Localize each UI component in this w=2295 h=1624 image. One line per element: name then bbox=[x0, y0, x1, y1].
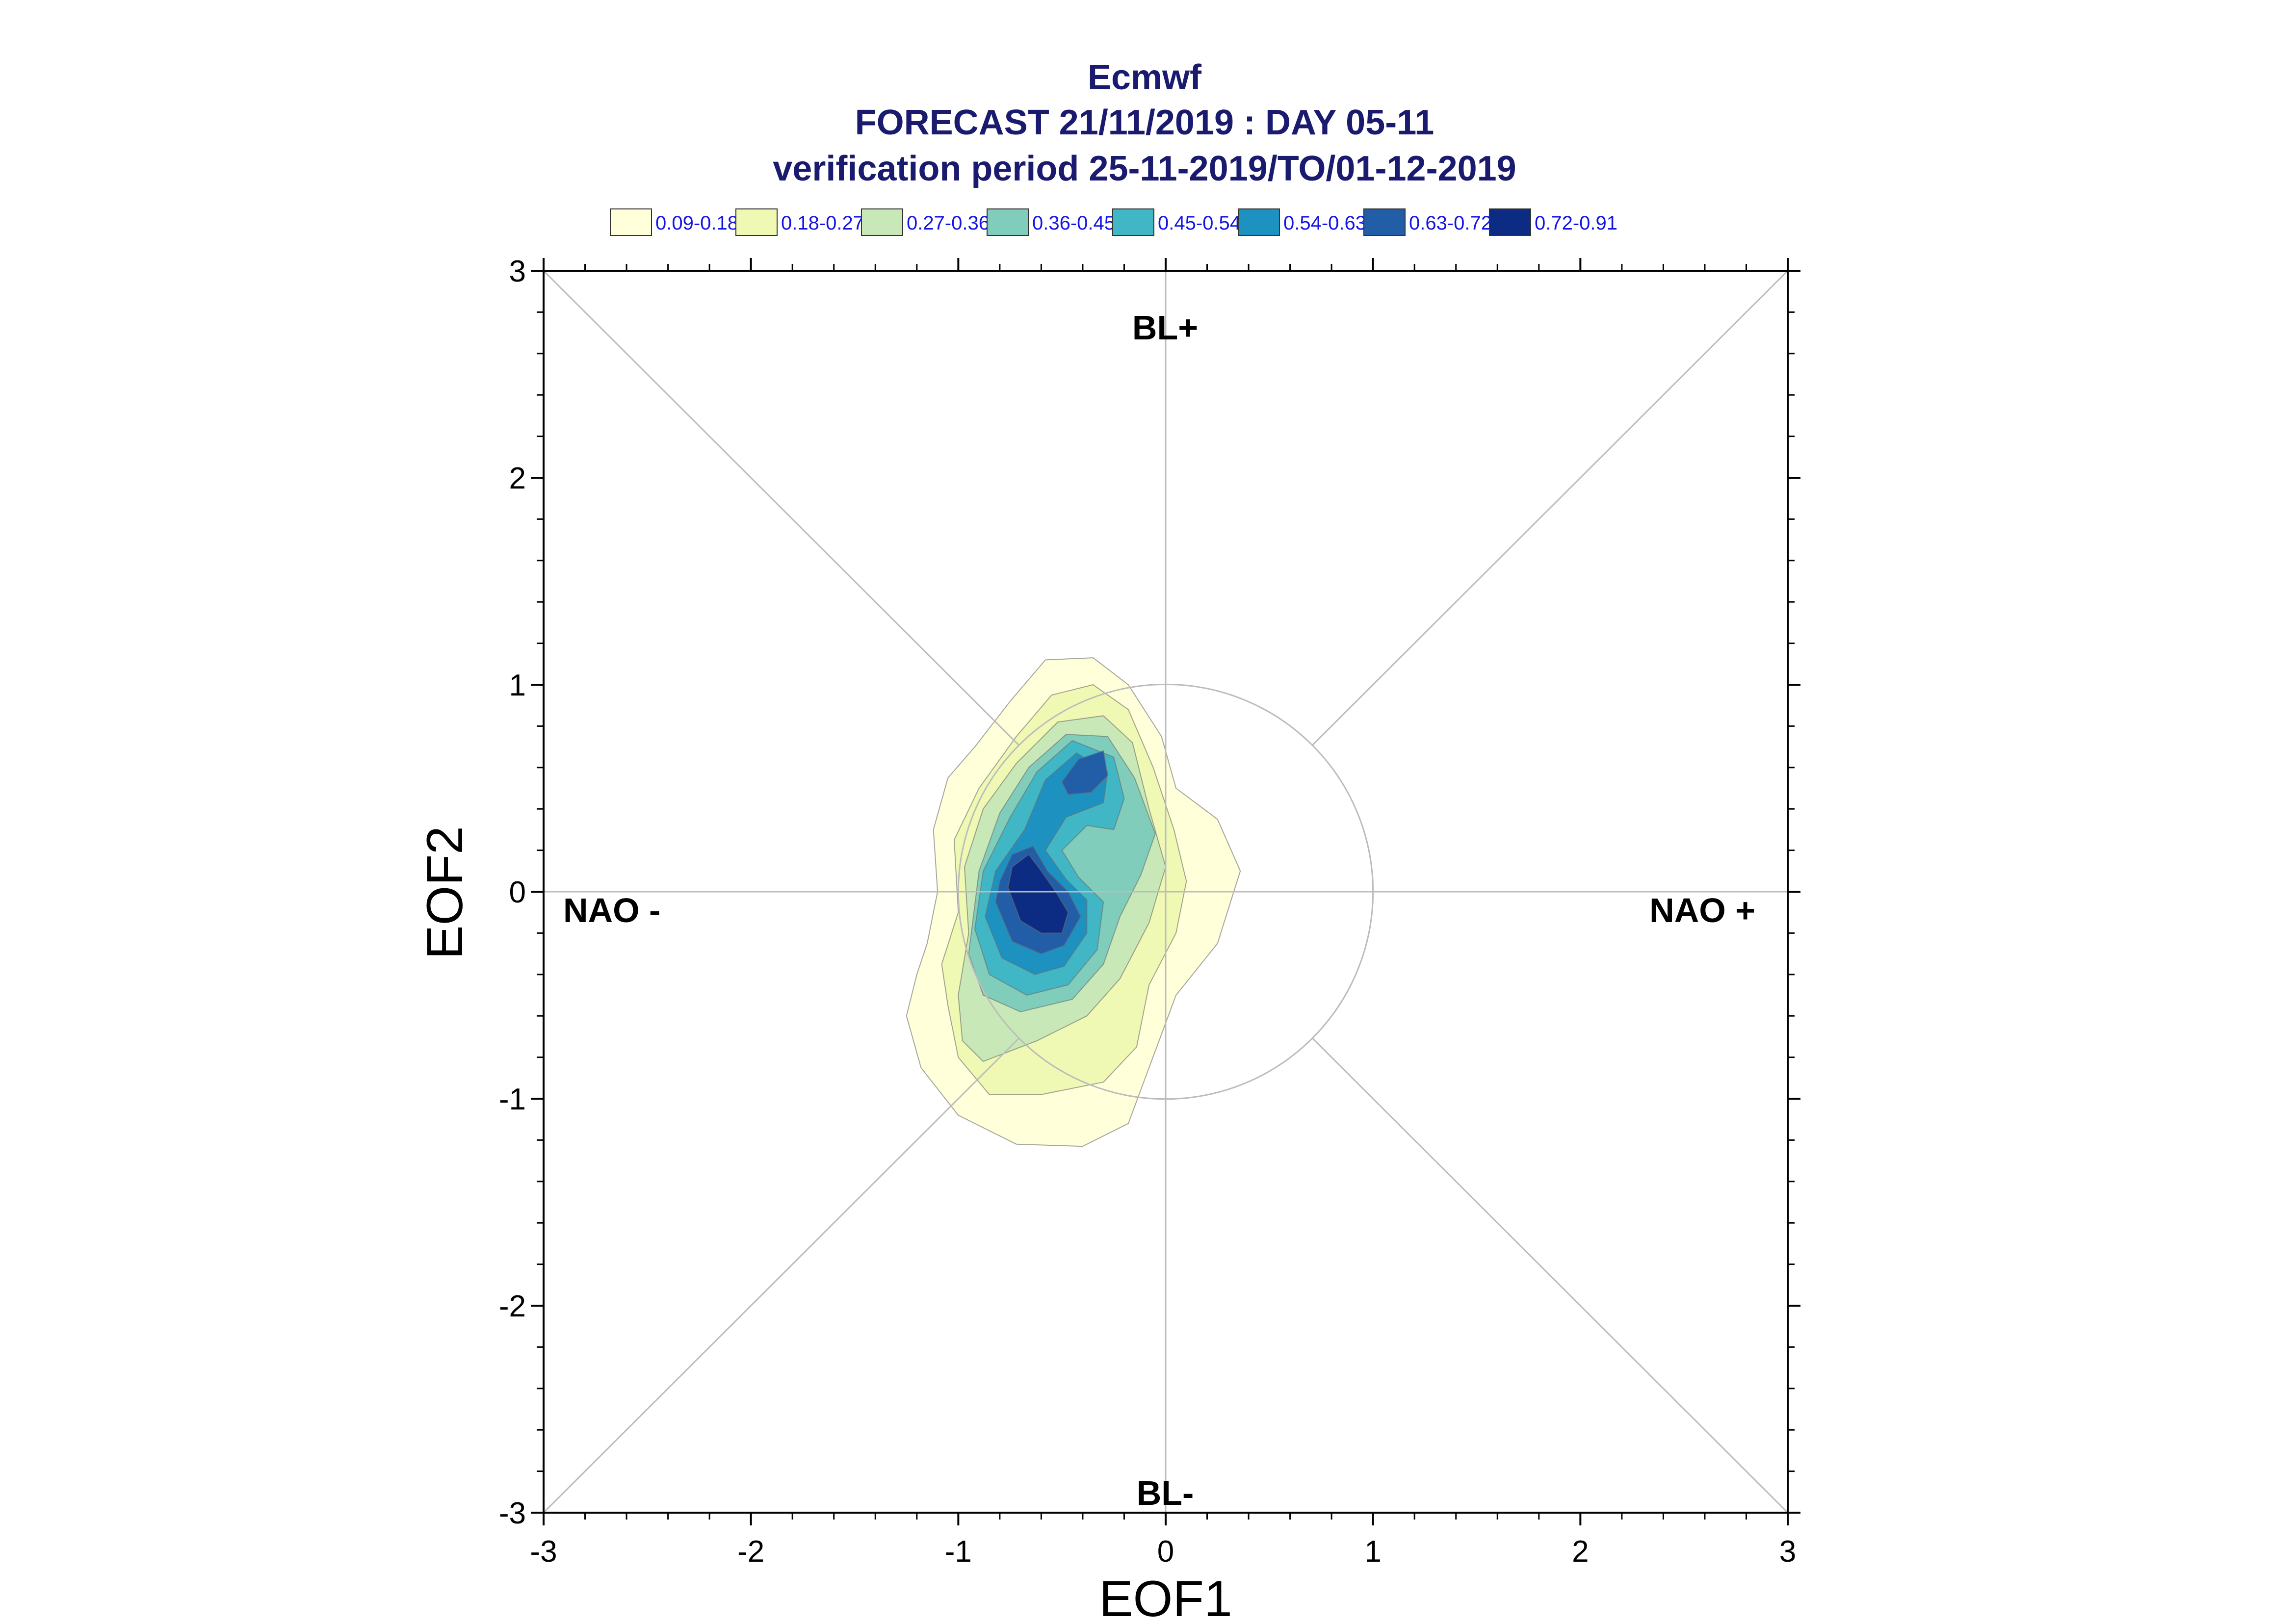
legend: 0.09-0.18 0.18-0.27 0.27-0.36 0.36-0.45 0.45… bbox=[610, 208, 1617, 236]
density-contour bbox=[1061, 750, 1108, 795]
legend-swatch bbox=[735, 208, 778, 236]
diagonal-reference-line bbox=[1311, 270, 1789, 746]
legend-label: 0.63-0.72 bbox=[1409, 212, 1492, 234]
legend-swatch bbox=[1363, 208, 1406, 236]
y-tick-label: 1 bbox=[509, 669, 526, 702]
legend-label: 0.27-0.36 bbox=[907, 212, 990, 234]
axes: -3 -2 -1 0 1 2 3 -3 -2 -1 0 1 2 3 bbox=[499, 255, 1800, 1569]
quadrant-label-left: NAO - bbox=[563, 891, 660, 929]
x-tick-label: 1 bbox=[1364, 1535, 1381, 1569]
legend-swatch bbox=[610, 208, 652, 236]
chart-subtitle-1: FORECAST 21/11/2019 : DAY 05-11 bbox=[855, 103, 1434, 142]
density-contour bbox=[1007, 854, 1069, 934]
legend-swatch bbox=[861, 208, 903, 236]
quadrant-label-top: BL+ bbox=[1132, 309, 1198, 347]
legend-label: 0.36-0.45 bbox=[1032, 212, 1115, 234]
x-tick-label: -3 bbox=[530, 1535, 557, 1569]
x-tick-label: 2 bbox=[1572, 1535, 1589, 1569]
y-axis-label: EOF2 bbox=[417, 826, 473, 959]
x-axis-label: EOF1 bbox=[1099, 1571, 1232, 1624]
chart-title: Ecmwf bbox=[1088, 58, 1202, 97]
unit-circle bbox=[957, 683, 1374, 1100]
y-tick-label: -2 bbox=[499, 1289, 526, 1323]
y-tick-label: 2 bbox=[509, 462, 526, 495]
legend-label: 0.54-0.63 bbox=[1283, 212, 1366, 234]
x-tick-label: 0 bbox=[1157, 1535, 1174, 1569]
y-tick-label: -3 bbox=[499, 1496, 526, 1530]
quadrant-label-right: NAO + bbox=[1649, 891, 1755, 929]
density-contours bbox=[906, 657, 1241, 1147]
y-tick-label: 0 bbox=[509, 876, 526, 909]
legend-swatch bbox=[987, 208, 1029, 236]
legend-label: 0.18-0.27 bbox=[781, 212, 864, 234]
legend-label: 0.72-0.91 bbox=[1535, 212, 1617, 234]
legend-label: 0.09-0.18 bbox=[655, 212, 738, 234]
y-tick-label: -1 bbox=[499, 1083, 526, 1116]
diagonal-reference-line bbox=[543, 270, 1020, 746]
x-tick-label: -1 bbox=[945, 1535, 972, 1569]
legend-label: 0.45-0.54 bbox=[1158, 212, 1241, 234]
x-tick-label: 3 bbox=[1779, 1535, 1796, 1569]
legend-swatch bbox=[1238, 208, 1280, 236]
chart-subtitle-2: verification period 25-11-2019/TO/01-12-… bbox=[773, 149, 1516, 188]
quadrant-label-bottom: BL- bbox=[1137, 1474, 1194, 1512]
diagonal-reference-line bbox=[543, 1037, 1020, 1514]
legend-swatch bbox=[1489, 208, 1531, 236]
reference-lines bbox=[543, 270, 1789, 1514]
legend-swatch bbox=[1112, 208, 1154, 236]
diagonal-reference-line bbox=[1311, 1037, 1789, 1514]
y-tick-label: 3 bbox=[509, 255, 526, 288]
x-tick-label: -2 bbox=[737, 1535, 764, 1569]
